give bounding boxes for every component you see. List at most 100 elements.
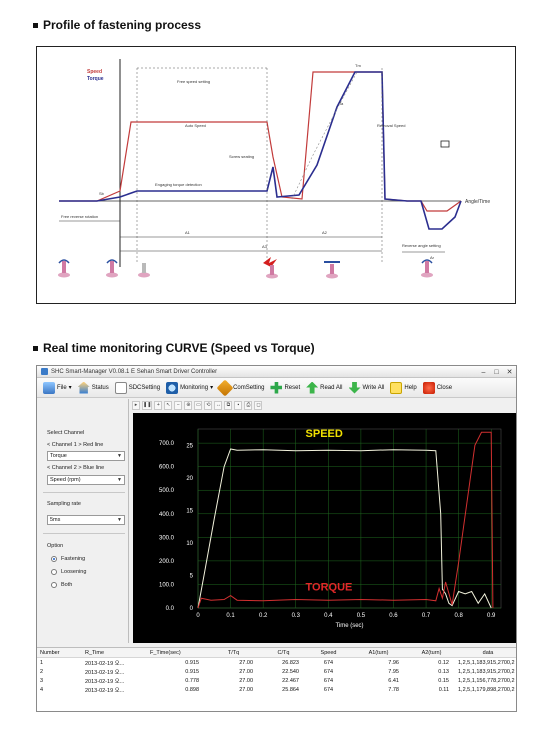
close-button[interactable]: Close — [421, 379, 454, 397]
left-axis-tick-label: 0.0 — [166, 606, 175, 612]
table-cell: 27.00 — [239, 677, 253, 684]
left-axis-tick-label: 200.0 — [159, 559, 175, 565]
table-cell: 27.00 — [239, 668, 253, 675]
right-axis-tick-label: 10 — [186, 541, 193, 547]
column-header[interactable]: Speed — [320, 649, 337, 656]
status-button[interactable]: Status — [76, 379, 111, 397]
table-cell: 3 — [40, 677, 44, 684]
column-header[interactable]: Number — [40, 649, 60, 656]
monitoring-button[interactable]: Monitoring ▾ — [164, 379, 215, 397]
file-menu-button[interactable]: File ▾ — [41, 379, 74, 397]
table-cell: 4 — [40, 686, 44, 693]
close-label: Close — [436, 384, 453, 391]
right-axis-tick-label: 25 — [186, 443, 193, 449]
monitoring-label: Monitoring — [180, 384, 209, 391]
title-bar[interactable]: SHC Smart-Manager V0.08.1 E Sehan Smart … — [37, 366, 516, 378]
table-cell: 22.540 — [282, 668, 299, 675]
save-icon[interactable]: ▪ — [234, 401, 243, 410]
x-axis-tick-label: 0.7 — [422, 613, 431, 619]
table-cell: 7.96 — [388, 659, 399, 666]
column-header[interactable]: A1(turn) — [368, 649, 389, 656]
sdc-setting-button[interactable]: SDCSetting — [113, 379, 162, 397]
com-setting-button[interactable]: ComSetting — [216, 379, 266, 397]
profile-label-sb: Sb — [99, 191, 105, 196]
chart-grid — [197, 429, 501, 609]
fit-icon[interactable]: ↔ — [214, 401, 223, 410]
profile-legend-speed: Speed — [87, 69, 102, 75]
series-line-speed — [197, 448, 492, 609]
column-header[interactable]: C/Tq — [277, 649, 290, 656]
app-icon — [41, 368, 48, 375]
left-axis-tick-label: 700.0 — [159, 441, 175, 447]
com-setting-label: ComSetting — [233, 384, 265, 391]
pause-icon[interactable]: ❚❚ — [142, 401, 153, 410]
x-axis-tick-label: 0.5 — [357, 613, 366, 619]
profile-label-ta: Ta — [339, 101, 344, 106]
plus-icon — [270, 381, 283, 394]
window-controls: – □ ✕ — [477, 366, 516, 377]
channel2-label: < Channel 2 > Blue line — [47, 465, 105, 471]
left-axis-tick-label: 500.0 — [159, 488, 175, 494]
column-header[interactable]: data — [482, 649, 494, 656]
zoom-in-icon[interactable]: ⊕ — [184, 401, 193, 410]
sampling-rate-select[interactable]: 5ms ▼ — [47, 515, 125, 525]
read-all-button[interactable]: Read All — [304, 379, 344, 397]
profile-label-free-speed: Free speed setting — [177, 79, 210, 84]
copy-icon[interactable]: ⧉ — [224, 401, 233, 410]
loosening-radio[interactable]: Loosening — [51, 569, 86, 575]
column-header[interactable]: F_Time(sec) — [150, 649, 181, 656]
channel1-value: Torque — [50, 453, 67, 459]
zoom-box-icon[interactable]: ▭ — [194, 401, 203, 410]
x-axis-tick-label: 0.4 — [324, 613, 333, 619]
chevron-down-icon: ▾ — [210, 385, 214, 391]
zoom-reset-icon[interactable]: ⟲ — [204, 401, 213, 410]
fastening-label: Fastening — [61, 556, 86, 562]
write-all-button[interactable]: Write All — [347, 379, 387, 397]
play-icon[interactable]: ▸ — [132, 401, 140, 410]
pointer-icon[interactable]: ↖ — [164, 401, 173, 410]
close-window-icon[interactable]: ✕ — [506, 369, 513, 376]
chevron-down-icon: ▼ — [117, 453, 122, 459]
channel1-select[interactable]: Torque ▼ — [47, 451, 125, 461]
fastening-radio[interactable]: Fastening — [51, 556, 85, 562]
reset-button[interactable]: Reset — [268, 379, 302, 397]
both-label: Both — [61, 582, 73, 588]
maximize-icon[interactable]: □ — [494, 368, 499, 376]
table-cell: 0.915 — [185, 668, 199, 675]
table-row[interactable]: 4 2013-02-19 오... 0.898 27.00 25.864 674 7.78 0… — [37, 685, 516, 694]
channel-settings-panel: Select Channel < Channel 1 > Red line To… — [37, 399, 129, 643]
table-cell: 6.41 — [388, 677, 399, 684]
sampling-rate-value: 5ms — [50, 517, 61, 523]
file-label: File — [57, 384, 67, 391]
zoom-out-icon[interactable]: − — [174, 401, 183, 410]
column-header[interactable]: R_Time — [85, 649, 105, 656]
table-row[interactable]: 2 2013-02-19 오... 0.915 27.00 22.540 674 7.95 0… — [37, 667, 516, 676]
column-header[interactable]: A2(turn) — [421, 649, 442, 656]
table-row[interactable]: 3 2013-02-19 오... 0.778 27.00 22.467 674 6.41 0… — [37, 676, 516, 685]
chevron-down-icon: ▾ — [68, 385, 72, 391]
profile-heading: Profile of fastening process — [33, 18, 201, 32]
both-radio[interactable]: Both — [51, 582, 72, 588]
minimize-icon[interactable]: – — [481, 368, 486, 376]
table-cell: 25.864 — [282, 686, 299, 693]
preview-icon[interactable]: ◻ — [254, 401, 263, 410]
help-button[interactable]: Help — [388, 379, 418, 397]
crosshair-icon[interactable]: + — [154, 401, 163, 410]
speed-annotation: SPEED — [306, 428, 343, 440]
monitoring-chart[interactable]: 0.0 100.0 200.0 300.0 400.0 500.0 600.0 700.0 0 5… — [133, 413, 516, 643]
option-label: Option — [47, 543, 64, 549]
channel2-select[interactable]: Speed (rpm) ▼ — [47, 475, 125, 485]
profile-label-ar: Ar — [430, 255, 435, 260]
print-icon[interactable]: ⎙ — [244, 401, 253, 410]
x-axis-tick-label: 0.1 — [226, 613, 235, 619]
column-header[interactable]: T/Tq — [227, 649, 240, 656]
screw-driver-icons — [58, 257, 433, 279]
select-channel-label: Select Channel — [47, 430, 85, 436]
profile-heading-text: Profile of fastening process — [43, 18, 202, 32]
series-line-torque — [197, 431, 494, 609]
table-row[interactable]: 1 2013-02-19 오... 0.915 27.00 26.823 674 7.96 0… — [37, 658, 516, 667]
profile-label-free-reverse: Free reverse rotation — [61, 214, 98, 219]
table-cell: 1,2,5,1,179,898,2700,2 — [458, 686, 515, 693]
chart-series — [197, 431, 494, 609]
arrow-down-icon — [348, 381, 361, 394]
